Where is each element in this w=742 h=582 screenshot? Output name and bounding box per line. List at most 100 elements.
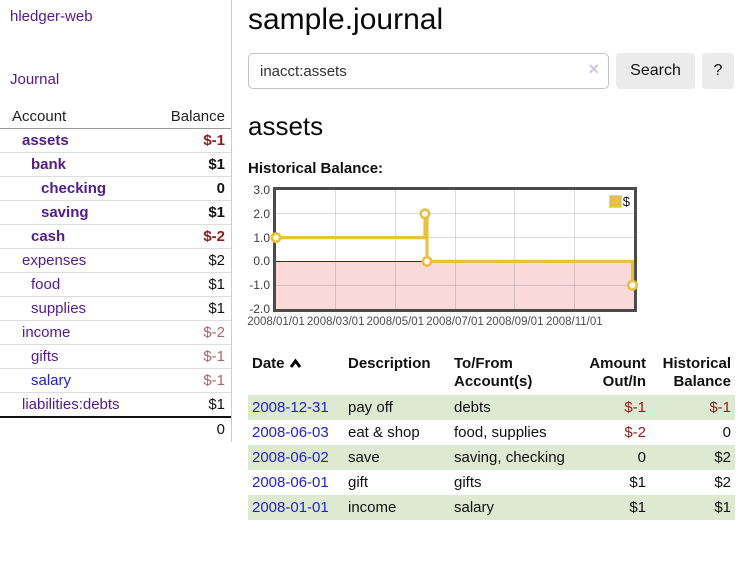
account-row-income: income $-2 [0, 321, 231, 345]
account-heading: assets [248, 111, 324, 141]
account-balance: $-1 [203, 348, 225, 365]
account-balance: $1 [208, 300, 225, 317]
help-button[interactable]: ? [702, 53, 734, 89]
account-link-food[interactable]: food [31, 276, 61, 293]
x-tick: 2008/11/01 [545, 316, 603, 328]
chart-legend: $ [608, 194, 630, 209]
transaction-date-link[interactable]: 2008-06-03 [252, 424, 329, 441]
transaction-amount: $-1 [624, 399, 646, 416]
account-link-expenses[interactable]: expenses [22, 252, 87, 269]
register-row: 2008-01-01 income salary $1 $1 [248, 495, 735, 520]
account-row-checking: checking 0 [0, 177, 231, 201]
negative-region [276, 261, 634, 309]
transaction-amount: $1 [629, 474, 646, 491]
x-tick: 2008/03/01 [306, 316, 365, 328]
account-link-saving[interactable]: saving [41, 204, 89, 221]
transaction-date-link[interactable]: 2008-01-01 [252, 499, 329, 516]
sidebar: hledger-web Journal Account Balance asse… [0, 0, 232, 442]
transaction-balance: $2 [714, 474, 731, 491]
transaction-date-link[interactable]: 2008-12-31 [252, 399, 329, 416]
account-link-cash[interactable]: cash [31, 228, 66, 245]
account-link-gifts[interactable]: gifts [31, 348, 59, 365]
x-tick: 2008/01/01 [247, 316, 305, 328]
account-balance: $-1 [203, 132, 225, 149]
transaction-balance: 0 [722, 424, 731, 441]
account-row-salary: salary $-1 [0, 369, 231, 393]
account-link-assets[interactable]: assets [22, 132, 69, 149]
accounts-header-account: Account [12, 108, 67, 125]
gridline [276, 237, 634, 239]
account-balance: $-2 [203, 324, 225, 341]
transaction-amount: $1 [629, 499, 646, 516]
x-tick: 2008/05/01 [366, 316, 425, 328]
register-header-date-label: Date [252, 355, 285, 372]
register-row: 2008-06-03 eat & shop food, supplies $-2… [248, 420, 735, 445]
search-input[interactable] [248, 53, 609, 89]
account-row-cash: cash $-2 [0, 225, 231, 249]
y-tick: -2.0 [249, 302, 270, 316]
transaction-balance: $2 [714, 449, 731, 466]
account-link-checking[interactable]: checking [41, 180, 107, 197]
transaction-amount: $-2 [624, 424, 646, 441]
accounts-total-row: 0 [0, 416, 231, 440]
sort-ascending-icon [289, 356, 302, 374]
account-row-food: food $1 [0, 273, 231, 297]
transaction-description: income [348, 499, 397, 516]
register-row: 2008-06-01 gift gifts $1 $2 [248, 470, 735, 495]
account-balance: $1 [208, 156, 225, 173]
transaction-description: eat & shop [348, 424, 420, 441]
accounts-tree: Account Balance assets $-1 bank $1 check… [0, 108, 231, 440]
account-balance: $1 [208, 204, 225, 221]
register-row: 2008-12-31 pay off debts $-1 $-1 [248, 395, 735, 420]
transaction-balance: $-1 [709, 399, 731, 416]
search-button[interactable]: Search [616, 53, 695, 89]
register-row: 2008-06-02 save saving, checking 0 $2 [248, 445, 735, 470]
gridline [454, 190, 456, 309]
register-table: Date Description To/From Account(s) Amou… [248, 353, 735, 520]
register-header-row: Date Description To/From Account(s) Amou… [248, 353, 735, 395]
transaction-amount: 0 [637, 449, 646, 466]
gridline [514, 190, 516, 309]
chart-plot-area: $ [270, 187, 638, 312]
transaction-date-link[interactable]: 2008-06-01 [252, 474, 329, 491]
account-row-gifts: gifts $-1 [0, 345, 231, 369]
account-link-salary[interactable]: salary [31, 372, 72, 389]
account-balance: $1 [208, 276, 225, 293]
gridline [335, 190, 337, 309]
account-row-bank: bank $1 [0, 153, 231, 177]
account-balance: $2 [208, 252, 225, 269]
chart-title: Historical Balance: [248, 160, 384, 177]
account-link-supplies[interactable]: supplies [31, 300, 87, 317]
account-balance: $-2 [203, 228, 225, 245]
account-row-assets: assets $-1 [0, 129, 231, 153]
account-link-liabilities-debts[interactable]: liabilities:debts [22, 396, 120, 413]
balance-series-line [270, 208, 638, 291]
sidebar-item-journal[interactable]: Journal [10, 71, 60, 88]
accounts-header: Account Balance [0, 108, 231, 129]
gridline [394, 190, 396, 309]
transaction-accounts: debts [454, 399, 491, 416]
y-tick: 1.0 [253, 230, 270, 245]
account-row-supplies: supplies $1 [0, 297, 231, 321]
account-link-bank[interactable]: bank [31, 156, 67, 173]
accounts-header-balance: Balance [170, 108, 225, 125]
main-content: sample.journal × Search ? assets Histori… [233, 0, 742, 520]
transaction-accounts: food, supplies [454, 424, 547, 441]
page-title: sample.journal [248, 3, 444, 36]
register-header-amount: Amount Out/In [589, 355, 646, 390]
y-tick: 3.0 [253, 183, 270, 197]
register-header-description: Description [348, 355, 431, 372]
app-title-link[interactable]: hledger-web [10, 8, 93, 25]
transaction-description: gift [348, 474, 369, 491]
transaction-balance: $1 [714, 499, 731, 516]
x-tick: 2008/09/01 [485, 316, 544, 328]
gridline [276, 213, 634, 215]
y-tick: 0.0 [253, 254, 270, 269]
transaction-accounts: salary [454, 499, 495, 516]
transaction-date-link[interactable]: 2008-06-02 [252, 449, 329, 466]
clear-search-icon[interactable]: × [588, 59, 599, 79]
account-row-liabilities-debts: liabilities:debts $1 [0, 393, 231, 417]
account-link-income[interactable]: income [22, 324, 71, 341]
register-header-date[interactable]: Date [248, 353, 344, 395]
register-header-balance: Historical Balance [662, 355, 731, 390]
